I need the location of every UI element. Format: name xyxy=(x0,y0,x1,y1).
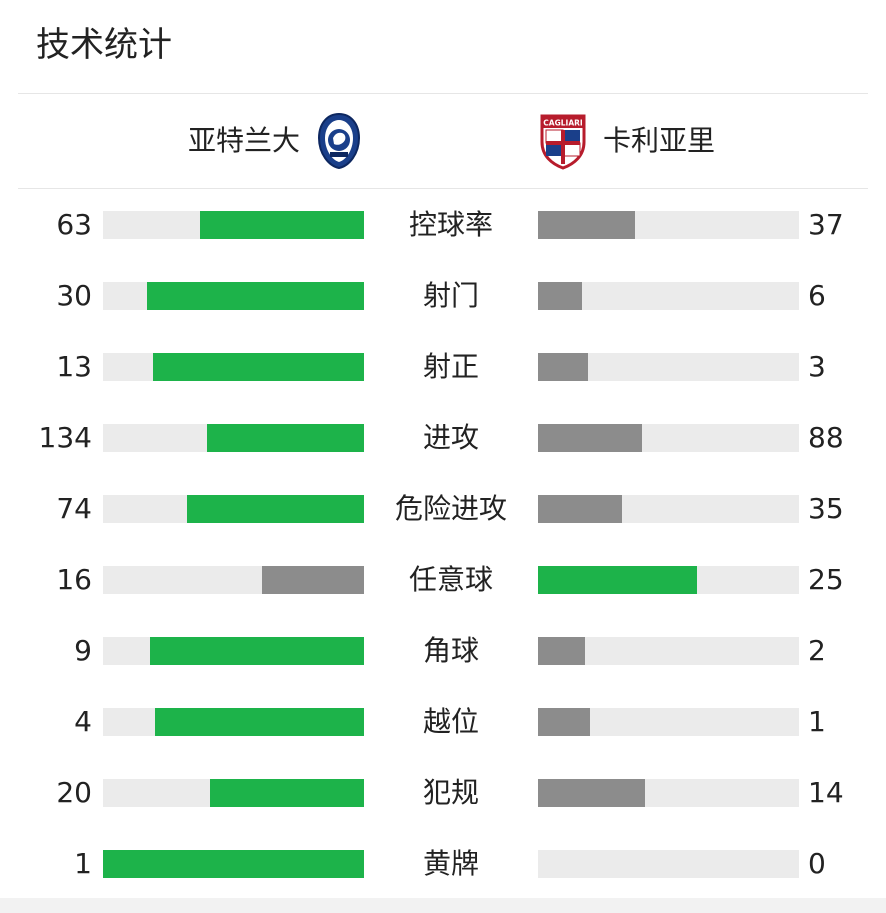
stat-label: 危险进攻 xyxy=(394,492,507,525)
home-stat-bar-track xyxy=(103,353,364,381)
home-stat-bar-fill xyxy=(153,353,364,381)
home-stat-bar-fill xyxy=(147,282,364,310)
home-stat-bar-fill xyxy=(155,708,364,736)
away-stat-value: 88 xyxy=(808,421,844,454)
stat-row: 1 黄牌 0 xyxy=(0,829,886,901)
home-stat-bar-fill xyxy=(207,424,364,452)
away-stat-value: 25 xyxy=(808,563,844,596)
home-stat-bar-fill xyxy=(262,566,364,594)
home-stat-value: 16 xyxy=(56,563,92,596)
away-stat-value: 14 xyxy=(808,776,844,809)
stat-label: 控球率 xyxy=(408,208,493,241)
stat-label: 越位 xyxy=(422,705,479,738)
away-stat-bar-track xyxy=(538,708,799,736)
stat-label: 射门 xyxy=(422,279,479,312)
bottom-strip xyxy=(0,898,886,913)
away-stat-bar-track xyxy=(538,637,799,665)
stat-row: 20 犯规 14 xyxy=(0,758,886,830)
stat-label: 角球 xyxy=(422,634,479,667)
away-team-name: 卡利亚里 xyxy=(603,124,716,157)
stat-row: 16 任意球 25 xyxy=(0,545,886,617)
divider xyxy=(18,188,868,189)
home-stat-value: 134 xyxy=(38,421,92,454)
away-stat-bar-track xyxy=(538,424,799,452)
home-stat-value: 30 xyxy=(56,279,92,312)
stat-row: 63 控球率 37 xyxy=(0,190,886,262)
away-stat-value: 1 xyxy=(808,705,826,738)
away-stat-bar-fill xyxy=(538,282,582,310)
page-title: 技术统计 xyxy=(36,25,172,65)
away-stat-bar-fill xyxy=(538,779,645,807)
away-stat-bar-fill xyxy=(538,424,642,452)
home-stat-bar-track xyxy=(103,495,364,523)
away-stat-bar-fill xyxy=(538,353,588,381)
home-stat-bar-track xyxy=(103,708,364,736)
stat-label: 黄牌 xyxy=(422,847,479,880)
away-stat-bar-track xyxy=(538,282,799,310)
stat-row: 30 射门 6 xyxy=(0,261,886,333)
home-stat-value: 63 xyxy=(56,208,92,241)
away-stat-bar-track xyxy=(538,353,799,381)
home-stat-bar-track xyxy=(103,424,364,452)
home-stat-bar-fill xyxy=(187,495,364,523)
divider xyxy=(18,93,868,94)
away-stat-value: 6 xyxy=(808,279,826,312)
stat-row: 74 危险进攻 35 xyxy=(0,474,886,546)
home-stat-bar-track xyxy=(103,637,364,665)
away-stat-bar-track xyxy=(538,211,799,239)
stat-label: 射正 xyxy=(422,350,479,383)
home-stat-value: 20 xyxy=(56,776,92,809)
away-stat-bar-track xyxy=(538,850,799,878)
stat-row: 9 角球 2 xyxy=(0,616,886,688)
cagliari-crest-text: CAGLIARI xyxy=(543,119,583,128)
stat-row: 13 射正 3 xyxy=(0,332,886,404)
home-stat-bar-track xyxy=(103,779,364,807)
home-stat-bar-fill xyxy=(200,211,364,239)
away-stat-bar-track xyxy=(538,495,799,523)
home-stat-value: 4 xyxy=(74,705,92,738)
stat-label: 犯规 xyxy=(422,776,479,809)
home-stat-value: 1 xyxy=(74,847,92,880)
home-stat-value: 13 xyxy=(56,350,92,383)
away-stat-bar-fill xyxy=(538,495,622,523)
atalanta-crest-icon xyxy=(316,112,362,170)
home-stat-value: 74 xyxy=(56,492,92,525)
cagliari-crest-icon: CAGLIARI xyxy=(538,112,586,170)
home-stat-bar-track xyxy=(103,850,364,878)
away-stat-bar-fill xyxy=(538,211,635,239)
stat-label: 任意球 xyxy=(408,563,493,596)
home-stat-value: 9 xyxy=(74,634,92,667)
home-stat-bar-track xyxy=(103,211,364,239)
away-stat-bar-track xyxy=(538,566,799,594)
away-stat-value: 37 xyxy=(808,208,844,241)
teams-row: 亚特兰大 CAGLIARI 卡利亚里 xyxy=(0,96,886,188)
home-stat-bar-track xyxy=(103,566,364,594)
away-stat-bar-fill xyxy=(538,566,697,594)
home-stat-bar-fill xyxy=(210,779,364,807)
home-stat-bar-fill xyxy=(150,637,364,665)
away-stat-bar-fill xyxy=(538,708,590,736)
away-stat-value: 2 xyxy=(808,634,826,667)
home-team-name: 亚特兰大 xyxy=(187,124,300,157)
header: 技术统计 xyxy=(0,0,886,92)
away-stat-bar-fill xyxy=(538,637,585,665)
away-stat-value: 3 xyxy=(808,350,826,383)
away-stat-bar-track xyxy=(538,779,799,807)
home-stat-bar-fill xyxy=(103,850,364,878)
stat-label: 进攻 xyxy=(422,421,479,454)
stat-row: 134 进攻 88 xyxy=(0,403,886,475)
away-stat-value: 35 xyxy=(808,492,844,525)
away-stat-value: 0 xyxy=(808,847,826,880)
stat-row: 4 越位 1 xyxy=(0,687,886,759)
home-stat-bar-track xyxy=(103,282,364,310)
